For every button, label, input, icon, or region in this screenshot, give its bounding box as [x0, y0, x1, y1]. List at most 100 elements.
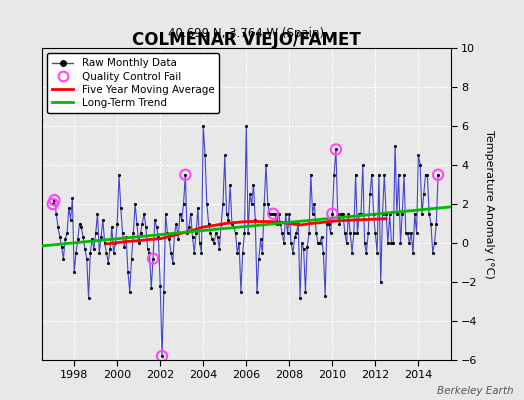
Point [61, 236, 69, 242]
Point [231, 230, 239, 236]
Point [104, 259, 113, 266]
Point [337, 210, 345, 217]
Point [160, 288, 168, 295]
Point [145, 250, 154, 256]
Point [249, 181, 258, 188]
Point [355, 210, 364, 217]
Point [226, 181, 234, 188]
Point [161, 210, 170, 217]
Point [230, 224, 238, 230]
Point [90, 246, 98, 252]
Point [335, 220, 344, 227]
Point [312, 230, 320, 236]
Point [224, 216, 233, 223]
Point [110, 250, 118, 256]
Point [127, 255, 136, 262]
Point [92, 230, 100, 236]
Point [163, 230, 171, 236]
Point [367, 172, 376, 178]
Point [344, 210, 353, 217]
Point [73, 236, 82, 242]
Point [411, 210, 419, 217]
Point [135, 240, 143, 246]
Point [181, 172, 190, 178]
Point [244, 230, 252, 236]
Point [412, 230, 421, 236]
Point [398, 210, 407, 217]
Point [294, 220, 302, 227]
Point [136, 230, 145, 236]
Point [382, 210, 390, 217]
Point [377, 279, 385, 285]
Point [118, 230, 127, 236]
Point [183, 230, 191, 236]
Point [264, 201, 272, 207]
Point [315, 240, 324, 246]
Point [255, 255, 263, 262]
Point [241, 230, 249, 236]
Point [364, 230, 373, 236]
Point [319, 250, 328, 256]
Point [358, 162, 367, 168]
Point [203, 201, 211, 207]
Point [169, 259, 177, 266]
Point [72, 250, 80, 256]
Point [238, 250, 247, 256]
Point [391, 142, 399, 149]
Point [396, 240, 405, 246]
Point [292, 230, 301, 236]
Point [409, 250, 417, 256]
Point [115, 172, 123, 178]
Point [93, 210, 102, 217]
Point [217, 220, 225, 227]
Point [375, 172, 383, 178]
Point [50, 197, 59, 203]
Point [387, 240, 396, 246]
Point [113, 220, 122, 227]
Point [133, 220, 141, 227]
Point [77, 224, 85, 230]
Point [418, 210, 426, 217]
Point [350, 230, 358, 236]
Point [52, 210, 60, 217]
Point [120, 244, 128, 250]
Point [101, 240, 109, 246]
Point [392, 210, 401, 217]
Point [117, 205, 125, 211]
Point [213, 234, 222, 240]
Point [401, 230, 410, 236]
Point [361, 240, 369, 246]
Point [427, 220, 435, 227]
Point [165, 236, 173, 242]
Point [416, 162, 424, 168]
Point [210, 240, 218, 246]
Point [287, 240, 296, 246]
Point [405, 240, 413, 246]
Point [272, 220, 281, 227]
Point [421, 172, 430, 178]
Point [49, 201, 57, 207]
Point [222, 210, 231, 217]
Point [64, 205, 73, 211]
Point [102, 250, 111, 256]
Point [318, 234, 326, 240]
Point [195, 240, 204, 246]
Point [305, 230, 313, 236]
Point [265, 210, 274, 217]
Point [400, 172, 408, 178]
Point [141, 224, 150, 230]
Point [197, 250, 205, 256]
Point [403, 230, 412, 236]
Point [58, 244, 66, 250]
Point [346, 230, 354, 236]
Point [324, 220, 333, 227]
Point [323, 220, 331, 227]
Point [301, 288, 310, 295]
Point [179, 201, 188, 207]
Point [129, 230, 137, 236]
Point [190, 250, 199, 256]
Legend: Raw Monthly Data, Quality Control Fail, Five Year Moving Average, Long-Term Tren: Raw Monthly Data, Quality Control Fail, … [47, 53, 220, 113]
Point [384, 240, 392, 246]
Point [260, 201, 268, 207]
Point [81, 246, 89, 252]
